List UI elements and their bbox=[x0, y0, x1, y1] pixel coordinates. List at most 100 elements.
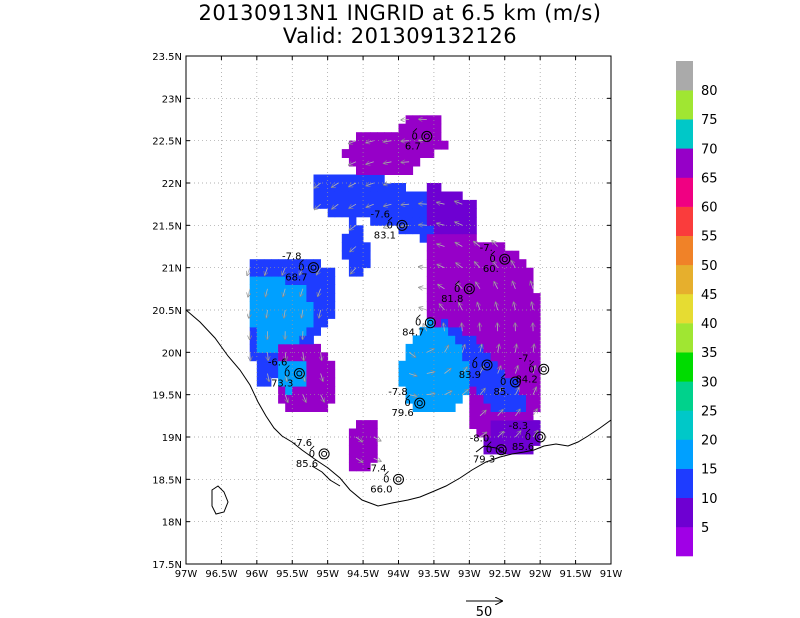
station-ring-icon bbox=[293, 368, 305, 379]
wind-cell bbox=[278, 276, 286, 285]
wind-cell bbox=[313, 394, 321, 404]
wind-cell bbox=[518, 445, 527, 455]
wind-cell bbox=[285, 377, 293, 387]
wind-cell bbox=[405, 386, 414, 396]
station-ring-icon bbox=[424, 317, 436, 329]
wind-cell bbox=[391, 157, 399, 167]
wind-cell bbox=[370, 174, 378, 184]
wind-cell bbox=[476, 335, 484, 345]
wind-vector bbox=[285, 352, 286, 360]
wind-cell bbox=[426, 352, 435, 362]
wind-vector bbox=[426, 372, 435, 374]
chart-subtitle: Valid: 201309132126 bbox=[282, 24, 518, 48]
wind-cell bbox=[327, 284, 336, 294]
station-zero-label: 0 bbox=[415, 318, 421, 329]
wind-cell bbox=[348, 445, 357, 455]
wind-cell bbox=[476, 428, 484, 438]
wind-cell bbox=[462, 310, 470, 319]
wind-cell bbox=[370, 216, 378, 226]
wind-cell bbox=[292, 343, 300, 353]
wind-cell bbox=[441, 377, 449, 387]
wind-cell bbox=[433, 360, 442, 370]
wind-cell bbox=[313, 191, 321, 201]
wind-cell bbox=[455, 352, 463, 362]
wind-cell bbox=[448, 403, 456, 412]
wind-cell bbox=[391, 208, 399, 218]
wind-cell bbox=[497, 326, 506, 336]
wind-cell bbox=[504, 386, 513, 396]
wind-cell bbox=[483, 445, 491, 455]
wind-vector bbox=[303, 352, 304, 360]
wind-cell bbox=[412, 123, 421, 133]
wind-cell bbox=[448, 191, 456, 201]
wind-cell bbox=[497, 267, 506, 277]
wind-vector bbox=[456, 263, 463, 269]
colorbar-label: 25 bbox=[701, 404, 718, 419]
wind-cell bbox=[497, 437, 506, 446]
coastline-mexico-gulf bbox=[186, 309, 611, 507]
wind-cell bbox=[249, 267, 258, 277]
wind-cell bbox=[469, 293, 477, 302]
wind-cell bbox=[278, 301, 286, 311]
wind-vector bbox=[317, 267, 321, 275]
wind-cell bbox=[370, 191, 378, 201]
wind-cell bbox=[448, 310, 456, 319]
wind-cell bbox=[356, 208, 364, 218]
wind-cell bbox=[511, 445, 520, 455]
lon-tick-label: 94.5W bbox=[347, 569, 379, 580]
wind-cell bbox=[419, 352, 428, 362]
wind-vector bbox=[249, 309, 250, 318]
wind-cell bbox=[490, 377, 499, 387]
wind-cell bbox=[356, 157, 364, 167]
station-ring-icon bbox=[481, 359, 493, 371]
wind-cell bbox=[483, 394, 491, 404]
wind-cell bbox=[426, 208, 435, 218]
wind-cell bbox=[320, 310, 329, 319]
wind-cell bbox=[426, 369, 435, 379]
wind-cell bbox=[363, 157, 371, 167]
wind-cell bbox=[483, 335, 491, 345]
wind-cell bbox=[313, 293, 321, 302]
wind-cell bbox=[462, 267, 470, 277]
wind-cell bbox=[285, 343, 293, 353]
wind-cell bbox=[334, 183, 343, 192]
wind-cell bbox=[278, 326, 286, 336]
wind-cell bbox=[370, 445, 378, 455]
wind-cell bbox=[455, 216, 463, 226]
wind-cell bbox=[398, 183, 406, 192]
wind-cell bbox=[377, 216, 385, 226]
wind-vector bbox=[515, 409, 520, 417]
wind-cell bbox=[313, 352, 321, 362]
station-value-bottom: 85. bbox=[493, 387, 509, 398]
wind-vector bbox=[532, 431, 538, 438]
colorbar-segment bbox=[676, 381, 693, 411]
wind-cell bbox=[384, 183, 392, 192]
wind-cell bbox=[497, 276, 506, 285]
wind-cell bbox=[448, 250, 456, 260]
wind-cell bbox=[363, 191, 371, 201]
wind-cell bbox=[511, 310, 520, 319]
wind-cell bbox=[412, 216, 421, 226]
colorbar-segment bbox=[676, 177, 693, 207]
colorbar-label: 20 bbox=[701, 434, 718, 449]
wind-cell bbox=[341, 250, 350, 260]
wind-cell bbox=[462, 216, 470, 226]
colorbar-label: 65 bbox=[701, 172, 718, 187]
station-marker: 085. bbox=[493, 373, 521, 398]
wind-cell bbox=[433, 310, 442, 319]
wind-cell bbox=[327, 276, 336, 285]
wind-cell bbox=[441, 233, 449, 243]
lat-tick-label: 21.5N bbox=[152, 221, 182, 232]
wind-cell bbox=[441, 335, 449, 345]
station-zero-label: 0 bbox=[309, 449, 315, 460]
wind-cell bbox=[356, 132, 364, 142]
station-leader bbox=[529, 360, 534, 366]
wind-cell bbox=[419, 132, 428, 142]
station-value-top: -8.0 bbox=[470, 434, 490, 445]
wind-cell bbox=[511, 259, 520, 269]
wind-cell bbox=[356, 199, 364, 209]
wind-vector bbox=[514, 302, 516, 311]
wind-vector bbox=[437, 244, 445, 247]
wind-cell bbox=[462, 377, 470, 387]
lat-tick-label: 18N bbox=[162, 518, 182, 529]
